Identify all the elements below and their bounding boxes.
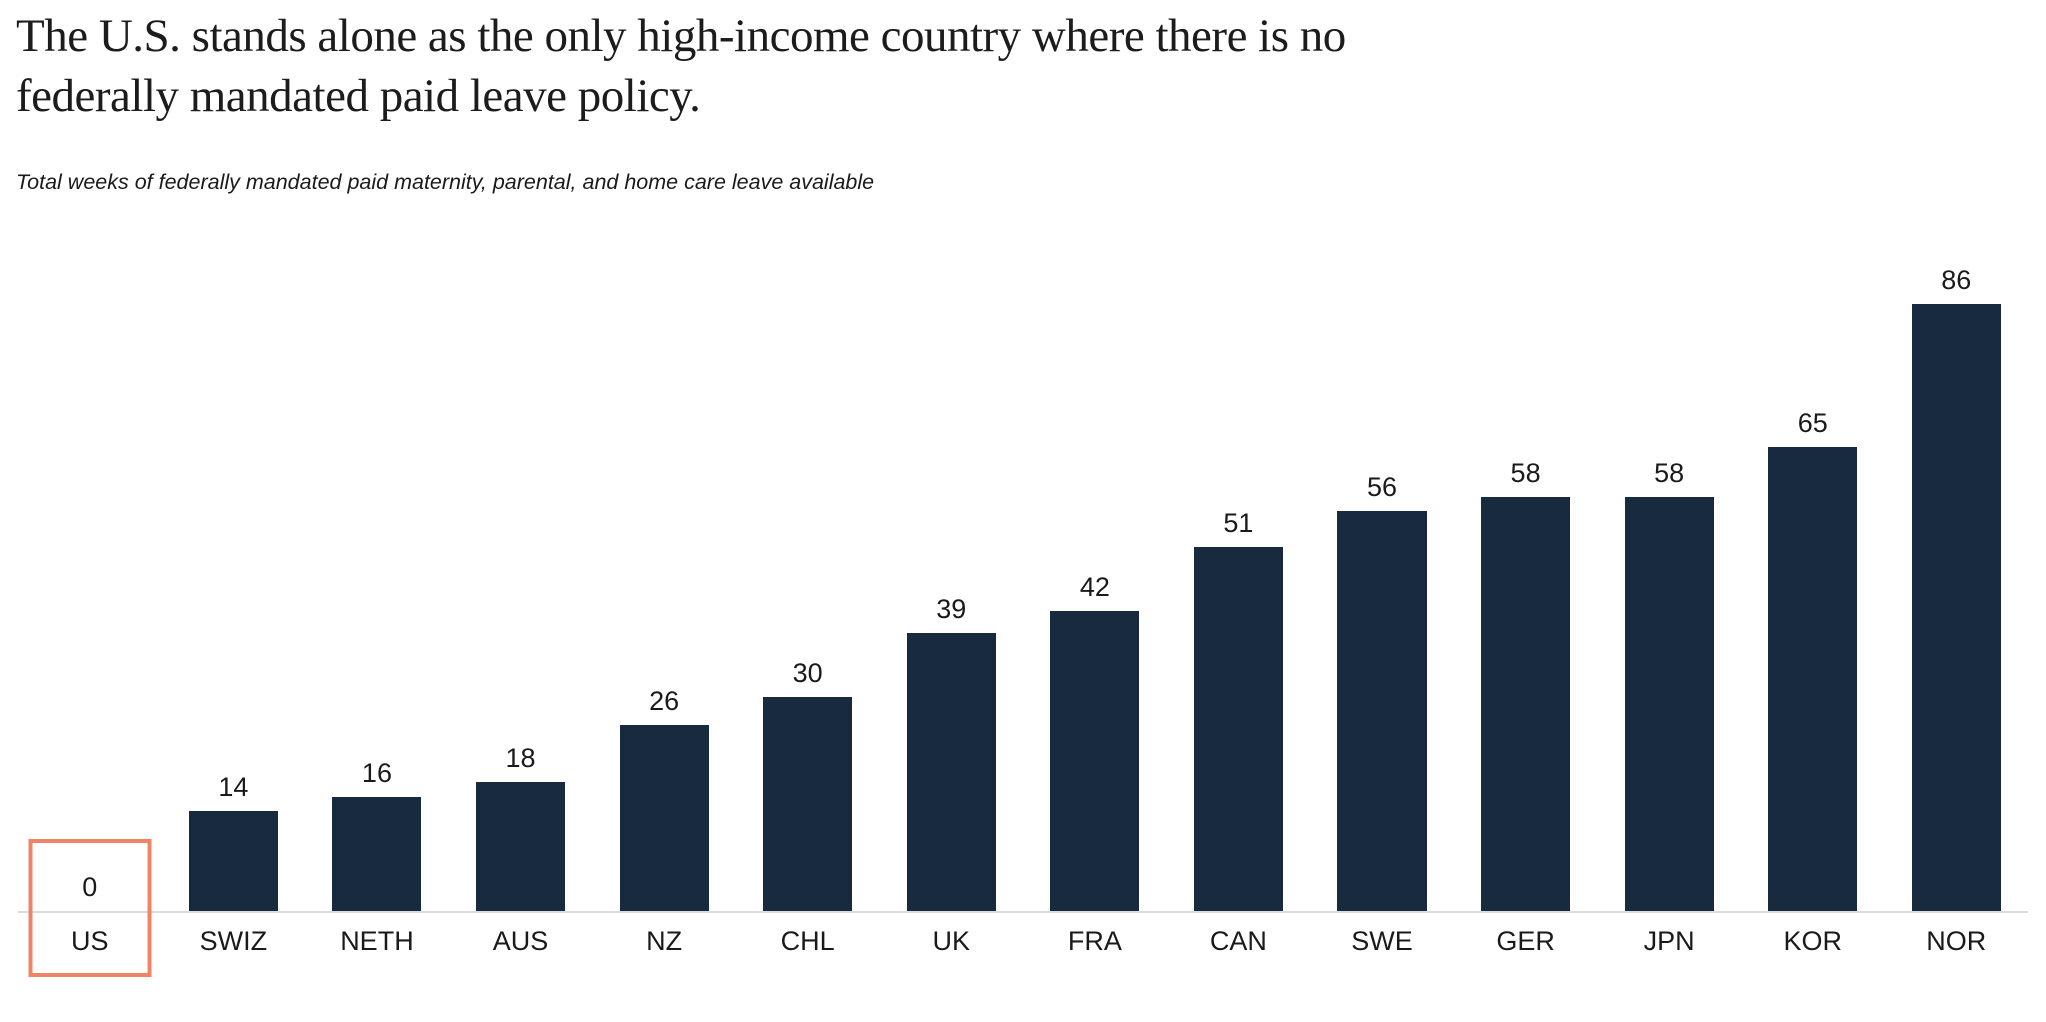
bar-column: 56: [1310, 265, 1454, 912]
bar-category-label: GER: [1496, 926, 1555, 957]
bar-value-label: 51: [1223, 508, 1254, 539]
bar: [1911, 304, 2001, 912]
bar: [476, 782, 566, 912]
bar-column: 58: [1454, 265, 1598, 912]
chart-header: The U.S. stands alone as the only high-i…: [0, 0, 2046, 195]
chart-title: The U.S. stands alone as the only high-i…: [16, 10, 1346, 123]
bar-column: 16: [305, 265, 449, 912]
bar-value-label: 14: [218, 772, 249, 803]
bar-category-label: CAN: [1209, 926, 1267, 957]
bar-column: 86: [1885, 265, 2029, 912]
bar-category-label: AUS: [492, 926, 549, 957]
bar-value-label: 56: [1366, 472, 1398, 503]
bar-column: 42: [1023, 265, 1167, 912]
bar-value-label: 58: [1510, 458, 1541, 489]
bar: [1768, 447, 1858, 912]
bar-column: 14: [162, 265, 306, 912]
bar-value-label: 26: [649, 686, 680, 717]
bar-category-label: FRA: [1067, 926, 1122, 957]
bar-column: 65: [1741, 265, 1885, 912]
bar-column: 51: [1167, 265, 1311, 912]
bar-column: 18: [449, 265, 593, 912]
bar-category-label: NETH: [340, 926, 414, 957]
bar-category-label: UK: [932, 926, 971, 957]
bar-value-label: 58: [1654, 458, 1685, 489]
bar: [906, 633, 996, 912]
bar-column: 26: [592, 265, 736, 912]
bar-value-label: 86: [1941, 265, 1972, 296]
bar-value-label: 42: [1079, 572, 1110, 603]
bar-value-label: 0: [82, 872, 98, 903]
bar-chart: 0 14 16 18 26 30 39 42 51 56 58 58 65 86 US SWIZ NETH AU…: [18, 265, 2029, 978]
chart-subtitle: Total weeks of federally mandated paid m…: [16, 170, 875, 195]
bar: [1624, 497, 1714, 912]
bar-category-label: NOR: [1926, 926, 1987, 957]
bar-value-label: 18: [505, 743, 536, 774]
bar: [1193, 547, 1283, 912]
us-highlight-box: [28, 839, 152, 978]
bar-column: 58: [1597, 265, 1741, 912]
bar-category-label: JPN: [1643, 926, 1695, 957]
bar-column: 30: [736, 265, 880, 912]
bar-value-label: 39: [936, 594, 967, 625]
bar-value-label: 65: [1797, 408, 1828, 439]
bar: [332, 797, 422, 912]
bar-column: 0: [18, 265, 162, 978]
bar: [1481, 497, 1571, 912]
bar-value-label: 16: [361, 758, 392, 789]
bar: [188, 811, 278, 912]
bar-column: 39: [879, 265, 1023, 912]
labels-row: US SWIZ NETH AUS NZ CHL UK FRA CAN SWE GER JPN KOR NO…: [18, 913, 2028, 957]
bar: [619, 725, 709, 912]
bar-category-label: CHL: [780, 926, 835, 957]
bar: [1050, 611, 1140, 912]
bar-category-label: SWIZ: [199, 926, 268, 957]
bar-category-label: US: [71, 926, 109, 957]
bar-category-label: SWE: [1351, 926, 1413, 957]
bar-value-label: 30: [792, 658, 823, 689]
bar-category-label: KOR: [1783, 926, 1842, 957]
bar: [763, 697, 853, 912]
bar-category-label: NZ: [646, 926, 683, 957]
bar: [1337, 511, 1427, 912]
bars-row: 0 14 16 18 26 30 39 42 51 56 58 58 65 86: [18, 265, 2029, 978]
